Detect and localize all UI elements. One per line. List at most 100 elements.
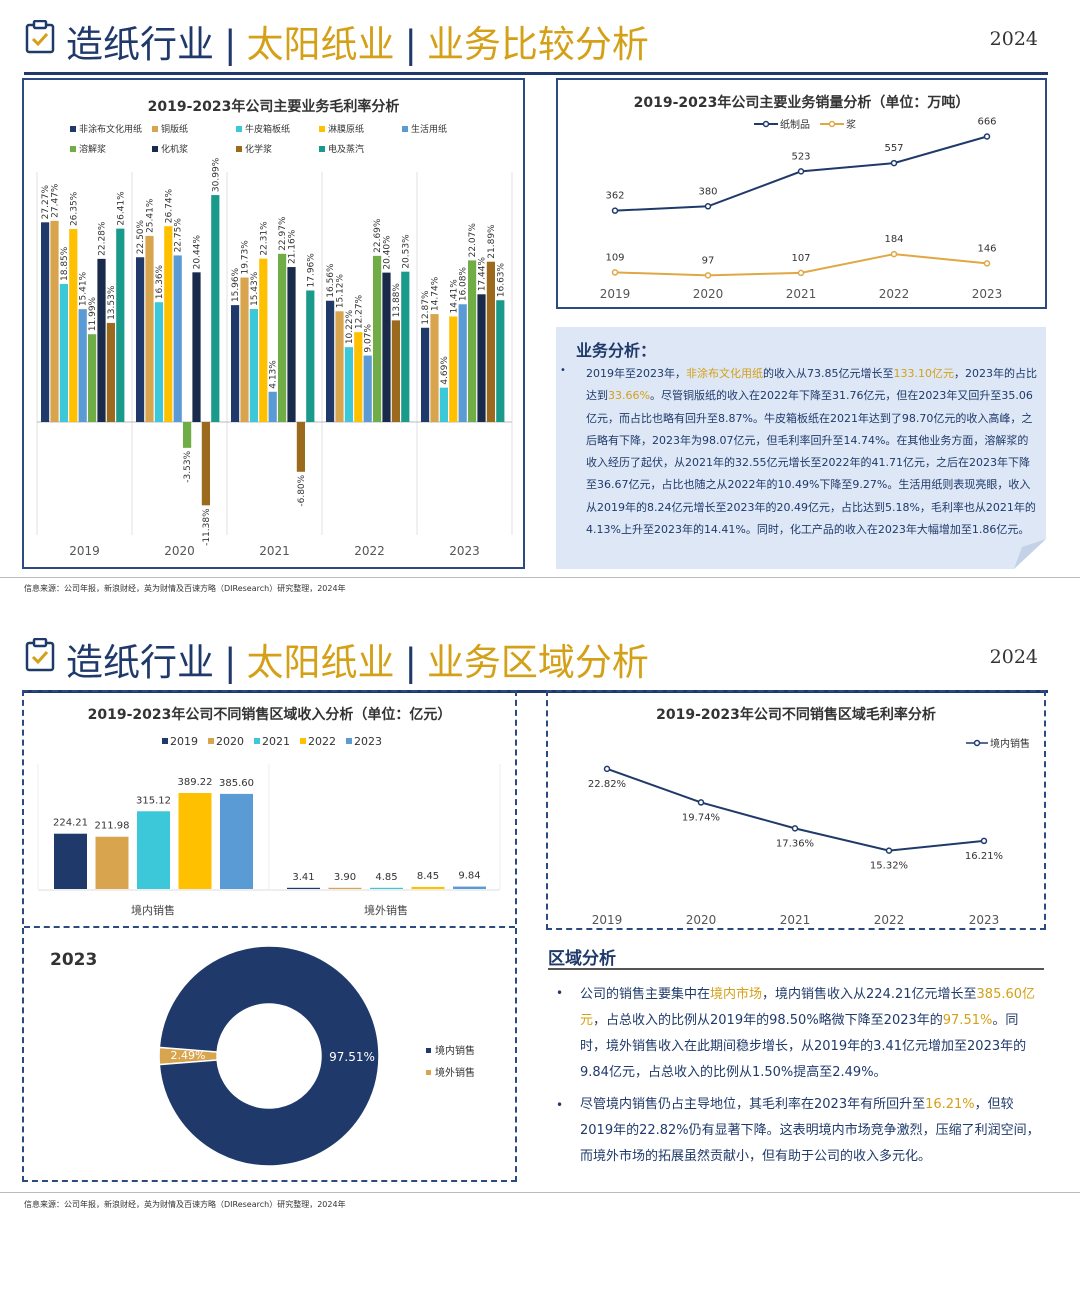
data-label: 12.87%	[421, 290, 431, 325]
bar	[97, 258, 106, 422]
pie-title: 2023	[50, 950, 98, 970]
data-point	[797, 269, 805, 277]
data-label: 25.41%	[146, 198, 156, 233]
bar	[382, 272, 391, 422]
data-label: 13.88%	[392, 283, 402, 318]
data-label: 18.85%	[60, 246, 70, 281]
data-label: 17.96%	[306, 253, 316, 288]
volume-line-panel: 2019-2023年公司主要业务销量分析（单位：万吨） 纸制品 浆 2019 2020…	[556, 78, 1047, 309]
data-point	[885, 847, 893, 854]
bar	[287, 887, 320, 889]
legend-label: 化机浆	[161, 143, 188, 155]
bar	[78, 309, 87, 422]
data-label: 21.16%	[288, 229, 298, 264]
legend-swatch	[254, 738, 260, 744]
data-label: 22.31%	[259, 221, 269, 256]
legend-label: 溶解浆	[79, 143, 106, 155]
legend-swatch	[152, 126, 158, 132]
data-point	[983, 260, 991, 267]
x-tick-label: 2023	[969, 913, 1000, 927]
data-label: -6.80%	[297, 474, 307, 506]
legend-label: 非涂布文化用纸	[79, 123, 142, 135]
data-label: 27.47%	[51, 183, 61, 218]
data-label: 557	[884, 143, 903, 154]
bar	[439, 387, 448, 422]
business-analysis-text: 2019年至2023年，非涂布文化用纸的收入从73.85亿元增长至133.10亿…	[586, 367, 1037, 537]
data-label: 4.13%	[269, 360, 279, 389]
legend-swatch	[70, 146, 76, 152]
data-label: 9.07%	[364, 324, 374, 353]
legend-swatch	[300, 738, 306, 744]
data-label: 385.60	[219, 778, 254, 789]
bar	[401, 271, 410, 422]
data-label: 22.69%	[373, 218, 383, 253]
data-label: 4.69%	[440, 356, 450, 385]
legend-marker	[973, 739, 981, 747]
legend-label: 境内销售	[990, 737, 1030, 750]
legend-label: 淋膜原纸	[328, 123, 364, 135]
bar	[192, 272, 201, 422]
region-analysis-heading: 区域分析	[548, 949, 616, 969]
legend-label: 2019	[170, 735, 198, 748]
page-curl-icon	[1014, 539, 1046, 569]
data-point	[611, 269, 619, 276]
data-label: 362	[605, 191, 624, 202]
region-analysis-paragraph-2: 尽管境内销售仍占主导地位，其毛利率在2023年有所回升至16.21%，但较201…	[580, 1097, 1040, 1164]
page-title: 造纸行业 | 太阳纸业 | 业务比较分析	[66, 23, 649, 66]
bar	[50, 220, 59, 422]
clipboard-check-icon	[25, 638, 55, 672]
bar	[268, 391, 277, 422]
legend-label: 2021	[262, 735, 290, 748]
x-tick-label: 境外销售	[364, 903, 408, 917]
data-label: -11.38%	[202, 508, 212, 546]
legend-swatch	[319, 126, 325, 132]
legend-swatch	[162, 738, 168, 744]
bar	[59, 283, 68, 422]
data-point	[791, 825, 799, 832]
x-tick-label: 2023	[449, 544, 480, 558]
legend-label: 境外销售	[435, 1066, 475, 1079]
volume-line-chart: 纸制品 浆 2019 2020 2021 2022 2023 362 380 523 557 666 1…	[600, 116, 1003, 301]
bar	[145, 235, 154, 422]
x-tick-label: 境内销售	[131, 903, 175, 917]
x-tick-label: 2020	[164, 544, 195, 558]
legend-swatch	[346, 738, 352, 744]
data-label: 3.41	[292, 872, 314, 883]
bar	[116, 228, 125, 422]
legend-swatch	[236, 126, 242, 132]
region-margin-panel: 2019-2023年公司不同销售区域毛利率分析 境内销售 2019 2020 2021…	[546, 690, 1046, 930]
bar	[344, 347, 353, 422]
data-point	[890, 159, 898, 167]
data-label: 15.41%	[79, 271, 89, 306]
bar	[354, 332, 363, 422]
bar	[370, 887, 403, 889]
legend-swatch	[152, 146, 158, 152]
x-tick-label: 2020	[693, 287, 724, 301]
legend-swatch	[236, 146, 242, 152]
bar	[173, 255, 182, 422]
bar	[201, 422, 210, 506]
legend-label: 电及蒸汽	[328, 143, 364, 155]
data-label: 16.36%	[155, 264, 165, 299]
bar	[486, 261, 495, 422]
bar	[335, 311, 344, 422]
x-tick-label: 2019	[69, 544, 100, 558]
data-label: 22.50%	[136, 219, 146, 254]
pie-slice	[158, 945, 380, 1167]
volume-line-title: 2019-2023年公司主要业务销量分析（单位：万吨）	[633, 95, 970, 111]
header-divider	[24, 72, 1048, 75]
data-point	[704, 203, 712, 210]
source-note-1: 信息来源：公司年报，新浪财经，英为财情及百谏方略（DIResearch）研究整理…	[24, 584, 346, 593]
data-label: 20.40%	[383, 235, 393, 270]
data-label: 22.82%	[588, 779, 626, 790]
data-label: 22.28%	[98, 221, 108, 256]
x-tick-label: 2022	[874, 913, 905, 927]
x-tick-label: 2020	[686, 913, 717, 927]
data-label: 17.44%	[478, 257, 488, 292]
region-revenue-title: 2019-2023年公司不同销售区域收入分析（单位：亿元）	[87, 707, 452, 723]
header-year: 2024	[989, 28, 1038, 50]
bar	[183, 422, 192, 448]
source-divider-1	[0, 577, 1080, 578]
data-label: 12.27%	[354, 294, 364, 329]
